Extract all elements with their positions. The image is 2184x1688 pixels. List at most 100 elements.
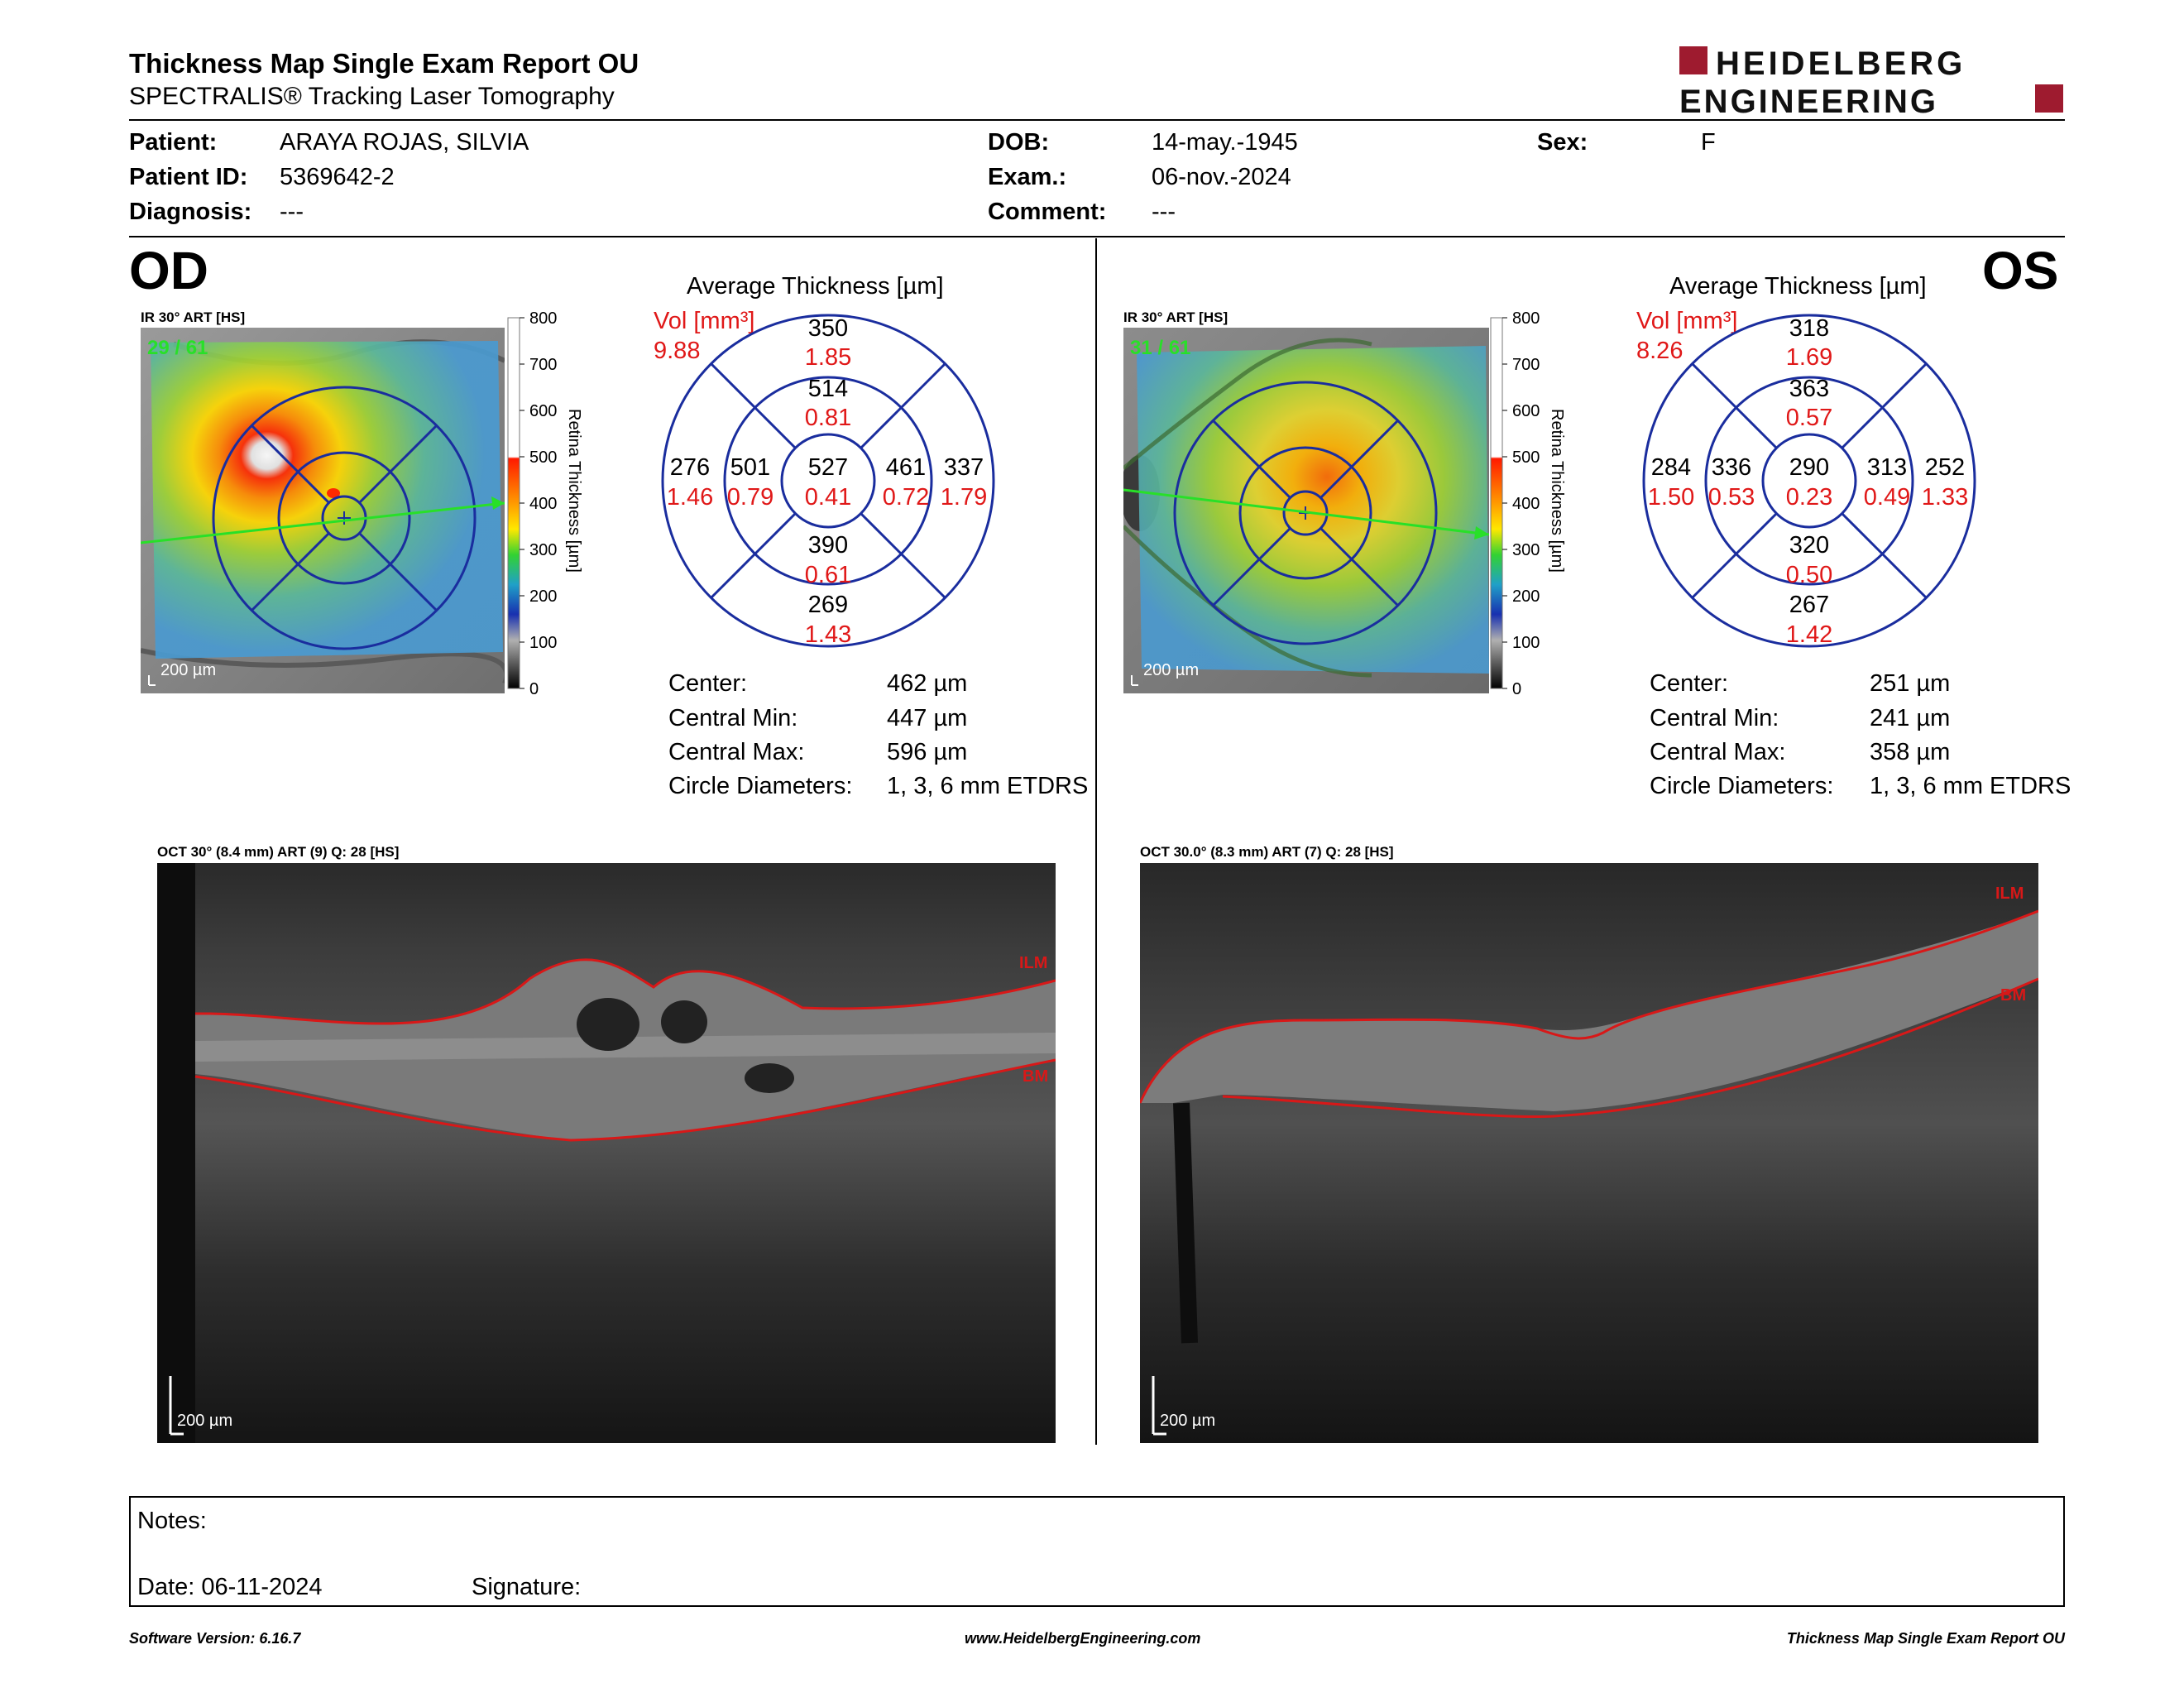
header-divider: [129, 119, 2065, 121]
eye-divider: [1095, 238, 1097, 1445]
dob-value: 14-may.-1945: [1152, 129, 1298, 156]
patient-id-label: Patient ID:: [129, 164, 248, 190]
colorbar-tick-label: 500: [1512, 448, 1540, 467]
colorbar-od: 800 700 600 500 400 300 200 100 0 Retina Thickne…: [507, 311, 583, 698]
os-inferior-inner-volume: 0.50: [1786, 562, 1832, 588]
od-superior-inner-volume: 0.81: [805, 405, 851, 431]
etdrs-chart-os: 318 1.69 363 0.57 284 1.50 336 0.53 290 …: [1642, 314, 1976, 648]
date-label: Date: 06-11-2024: [137, 1574, 323, 1600]
od-temporal-outer-thickness: 276: [670, 454, 710, 481]
os-nasal-inner-thickness: 313: [1867, 454, 1907, 481]
exam-value: 06-nov.-2024: [1152, 164, 1291, 190]
colorbar-os: 800 700 600 500 400 300 200 100 0 Retina Thickne…: [1490, 311, 1566, 698]
patient-id: 5369642-2: [280, 164, 395, 190]
patient-name: ARAYA ROJAS, SILVIA: [280, 129, 529, 156]
colorbar-tick-label: 700: [529, 356, 557, 374]
od-nasal-inner-volume: 0.72: [883, 484, 929, 511]
os-inferior-outer-volume: 1.42: [1786, 621, 1832, 648]
os-center-volume: 0.23: [1786, 484, 1832, 511]
oct-scale-od: 200 µm: [177, 1412, 232, 1430]
scale-bar-od: 200 µm: [160, 661, 216, 679]
os-superior-outer-volume: 1.69: [1786, 344, 1832, 371]
frame-counter-od: 29 / 61: [147, 337, 208, 359]
patient-label: Patient:: [129, 129, 218, 156]
os-superior-inner-thickness: 363: [1789, 376, 1829, 402]
diagnosis-label: Diagnosis:: [129, 199, 252, 225]
colorbar-tick-label: 600: [529, 402, 557, 420]
od-inferior-inner-thickness: 390: [808, 532, 848, 559]
oct-scan-os: ILM BM 200 µm: [1140, 863, 2038, 1443]
od-circle-diameters-label: Circle Diameters:: [668, 773, 853, 799]
od-central-max-value: 596 µm: [887, 739, 968, 765]
oct-scan-od: ILM BM 200 µm: [157, 863, 1056, 1443]
od-nasal-inner-thickness: 461: [886, 454, 926, 481]
eye-label-os: OS: [1982, 241, 2059, 300]
colorbar-ticks-od: 800 700 600 500 400 300 200 100 0: [520, 311, 557, 698]
os-central-max-label: Central Max:: [1650, 739, 1786, 765]
colorbar-tick-label: 400: [529, 495, 557, 513]
od-central-max-label: Central Max:: [668, 739, 805, 765]
notes-box: Notes: Date: 06-11-2024 Signature:: [129, 1496, 2065, 1607]
bm-label-od: BM: [1023, 1067, 1048, 1086]
od-center-thickness: 527: [808, 454, 848, 481]
frame-counter-os: 31 / 61: [1130, 337, 1190, 359]
colorbar-tick-label: 400: [1512, 495, 1540, 513]
exam-label: Exam.:: [988, 164, 1067, 190]
thickness-map-os: [1123, 328, 1489, 693]
os-nasal-inner-volume: 0.49: [1864, 484, 1910, 511]
colorbar-tick-label: 600: [1512, 402, 1540, 420]
os-superior-inner-volume: 0.57: [1786, 405, 1832, 431]
od-superior-outer-volume: 1.85: [805, 344, 851, 371]
oct-scale-os: 200 µm: [1160, 1412, 1215, 1430]
os-temporal-inner-thickness: 336: [1712, 454, 1751, 481]
colorbar-tick-label: 200: [529, 587, 557, 606]
patient-divider: [129, 236, 2065, 237]
oct-label-od: OCT 30° (8.4 mm) ART (9) Q: 28 [HS]: [157, 844, 400, 860]
avg-thickness-title-os: Average Thickness [µm]: [1669, 273, 1927, 300]
od-superior-outer-thickness: 350: [808, 315, 848, 342]
svg-text:ENGINEERING: ENGINEERING: [1679, 84, 1938, 116]
colorbar-tick-label: 300: [529, 541, 557, 559]
software-version: Software Version: 6.16.7: [129, 1630, 301, 1647]
vol-value-od: 9.88: [654, 338, 701, 364]
od-temporal-inner-volume: 0.79: [727, 484, 774, 511]
heidelberg-logo: HEIDELBERG ENGINEERING: [1679, 46, 2063, 116]
os-circle-diameters-value: 1, 3, 6 mm ETDRS: [1870, 773, 2071, 799]
os-circle-diameters-label: Circle Diameters:: [1650, 773, 1834, 799]
oct-label-os: OCT 30.0° (8.3 mm) ART (7) Q: 28 [HS]: [1140, 844, 1394, 860]
eye-label-od: OD: [129, 241, 208, 300]
od-nasal-outer-thickness: 337: [944, 454, 984, 481]
os-temporal-outer-volume: 1.50: [1648, 484, 1694, 511]
od-inferior-outer-thickness: 269: [808, 592, 848, 618]
colorbar-tick-label: 500: [529, 448, 557, 467]
colorbar-tick-label: 100: [529, 634, 557, 652]
os-center-value: 251 µm: [1870, 670, 1951, 697]
comment-label: Comment:: [988, 199, 1107, 225]
footer-report-name: Thickness Map Single Exam Report OU: [1786, 1630, 2065, 1647]
website-link[interactable]: www.HeidelbergEngineering.com: [965, 1630, 1201, 1647]
od-center-label: Center:: [668, 670, 748, 697]
os-nasal-outer-thickness: 252: [1925, 454, 1965, 481]
scale-bar-os: 200 µm: [1143, 661, 1199, 679]
os-center-thickness: 290: [1789, 454, 1829, 481]
os-nasal-outer-volume: 1.33: [1922, 484, 1968, 511]
bm-label-os: BM: [2000, 986, 2026, 1005]
od-inferior-inner-volume: 0.61: [805, 562, 851, 588]
colorbar-tick-label: 0: [529, 680, 539, 698]
os-temporal-outer-thickness: 284: [1651, 454, 1691, 481]
od-central-min-value: 447 µm: [887, 705, 968, 731]
od-nasal-outer-volume: 1.79: [941, 484, 987, 511]
os-inferior-inner-thickness: 320: [1789, 532, 1829, 559]
os-inferior-outer-thickness: 267: [1789, 592, 1829, 618]
od-central-min-label: Central Min:: [668, 705, 798, 731]
dob-label: DOB:: [988, 129, 1050, 156]
etdrs-grid-overlay-os: 31 / 61 200 µm: [1123, 337, 1489, 686]
ilm-label-od: ILM: [1019, 954, 1047, 972]
ilm-label-os: ILM: [1995, 885, 2024, 903]
colorbar-tick-label: 200: [1512, 587, 1540, 606]
od-temporal-inner-thickness: 501: [730, 454, 770, 481]
diagnosis-value: ---: [280, 199, 304, 225]
od-superior-inner-thickness: 514: [808, 376, 848, 402]
svg-text:HEIDELBERG: HEIDELBERG: [1716, 46, 1966, 82]
etdrs-grid-overlay-od: 29 / 61 200 µm: [141, 337, 505, 686]
